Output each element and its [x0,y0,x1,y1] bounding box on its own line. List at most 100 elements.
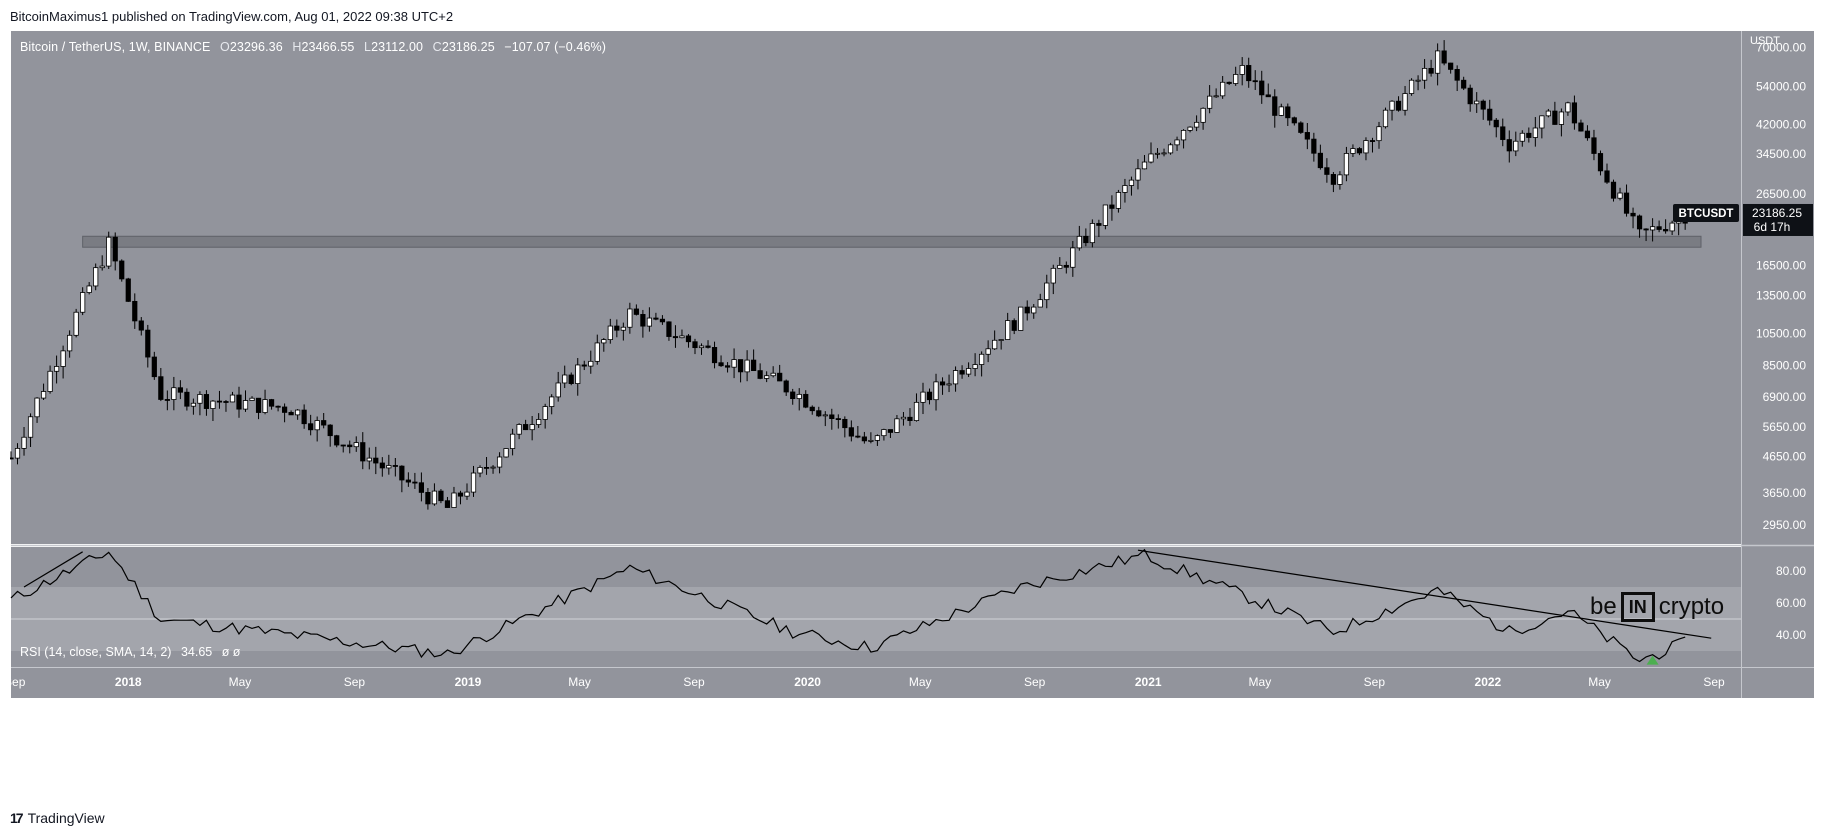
candle [979,351,985,377]
candle [1441,40,1447,66]
candle [1408,78,1415,96]
candle [1630,207,1636,229]
candle [549,394,555,415]
candle [262,389,268,415]
rsi-early-trendline[interactable] [23,551,83,588]
candle [1545,108,1551,118]
candle [822,411,828,427]
candle [308,414,314,436]
candle [542,403,548,429]
candle [451,486,457,508]
candle [516,423,522,440]
time-tick: Sep [10,675,26,689]
candle [1024,300,1030,321]
time-tick: Sep [1703,675,1725,689]
candle [588,350,594,374]
candle [620,322,626,341]
tradingview-footer[interactable]: 17 TradingView [10,810,105,826]
candle [490,465,496,474]
candle [1402,85,1408,116]
rsi-tick: 40.00 [1776,628,1806,642]
candle [509,428,516,456]
candle [242,390,249,412]
candle [848,420,854,442]
candle [1395,96,1402,112]
candle [1474,92,1480,113]
candle [373,446,379,475]
candle [1343,146,1350,182]
time-tick: Sep [683,675,705,689]
time-tick: Sep [1364,675,1386,689]
candle [692,338,698,355]
candle [314,416,320,442]
candle [1363,137,1369,161]
candle [1070,241,1076,277]
candle [431,483,438,506]
rsi-value: 34.65 [180,645,213,659]
candle [1304,122,1310,150]
candle [1317,144,1323,170]
time-tick: May [568,675,591,689]
symbol-label[interactable]: Bitcoin / TetherUS, 1W, BINANCE [20,40,211,54]
candle [1500,118,1506,147]
rsi-trendline[interactable] [1137,549,1712,639]
candle [555,371,561,402]
candle [998,339,1004,350]
close-label: C [432,40,442,54]
candle [1213,88,1219,98]
candle [1435,43,1441,86]
candle [933,373,939,411]
price-tick: 2950.00 [1763,518,1807,532]
candle [829,408,835,430]
symbol-tag-bg [1673,203,1739,222]
candle [1050,264,1056,295]
candle [835,414,841,429]
ohlc-legend: Bitcoin / TetherUS, 1W, BINANCE O23296.3… [20,40,606,54]
candle [959,365,965,379]
candle [1285,103,1291,126]
candle [418,472,424,502]
candle [223,399,229,412]
publish-line: BitcoinMaximus1 published on TradingView… [10,9,454,24]
candle [731,348,737,379]
candle [503,448,509,458]
high-value: 23466.55 [301,40,355,54]
candle [1272,89,1278,128]
candle [249,396,255,401]
candle [633,304,639,316]
candle [803,390,809,409]
candle [379,457,385,477]
candle [327,424,333,447]
chart-frame[interactable]: 70000.00 54000.00 42000.00 34500.00 26500.00… [10,30,1815,800]
candle [1278,103,1284,117]
candle [392,457,398,477]
candle [640,309,646,338]
candle [1291,116,1297,126]
candle [255,397,262,420]
time-tick: Sep [344,675,366,689]
candle [946,374,952,393]
candle [295,409,301,420]
rsi-line [10,548,1686,663]
low-value: 23112.00 [371,40,424,54]
candle [562,365,568,389]
candle [1389,100,1395,121]
candle [53,355,60,384]
time-tick: May [909,675,932,689]
rsi-tick: 60.00 [1776,596,1806,610]
candle [887,429,894,438]
candle [705,340,711,349]
candle [1180,129,1187,149]
candle [464,483,470,500]
candle [1584,125,1591,141]
candle [816,406,822,418]
watermark-pre: be [1590,593,1617,620]
candle [920,382,926,415]
candle [796,388,802,411]
candle [1461,76,1467,91]
candle [1421,59,1428,89]
candle [1669,220,1675,235]
candle [809,405,815,415]
chart-canvas[interactable]: 70000.00 54000.00 42000.00 34500.00 26500.00… [10,30,1815,800]
rsi-label[interactable]: RSI (14, close, SMA, 14, 2) [20,645,172,659]
